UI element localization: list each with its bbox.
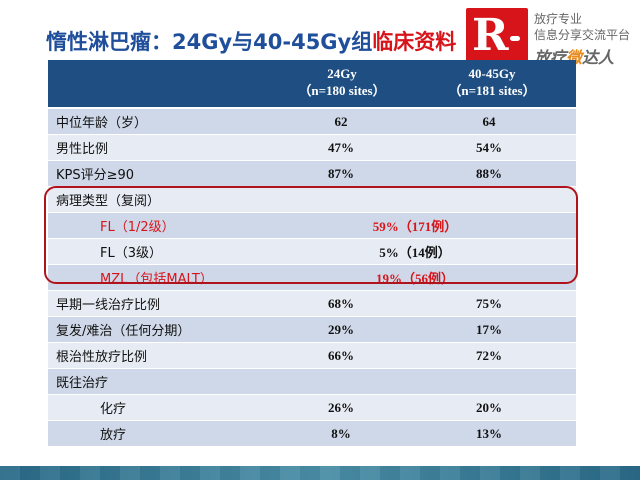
row-value-40-45gy: 64 [482, 113, 496, 129]
table-row: FL（3级） 5%（14例） [48, 239, 576, 264]
row-label: 根治性放疗比例 [56, 350, 148, 365]
row-value-40-45gy: 13% [476, 425, 502, 441]
row-value-24gy: 62 [334, 113, 348, 129]
logo-dot [510, 36, 520, 41]
row-label: 病理类型（复阅） [56, 194, 161, 209]
table-row: 复发/难治（任何分期） 29% 17% [48, 317, 576, 342]
row-value-24gy: 68% [328, 295, 354, 311]
row-value-40-45gy: 72% [476, 347, 502, 363]
table-row: KPS评分≥90 87% 88% [48, 161, 576, 186]
logo-letter: R [472, 10, 509, 61]
footer-texture [0, 466, 640, 480]
row-value-24gy: 29% [328, 321, 354, 337]
logo-tagline-1: 放疗专业 [534, 12, 583, 26]
table-row: 放疗 8% 13% [48, 421, 576, 446]
header-col-40-45gy-dose: 40-45Gy [468, 66, 516, 81]
row-value-40-45gy: 17% [476, 321, 502, 337]
pathology-highlight-box [44, 186, 578, 284]
row-label: 放疗 [100, 428, 127, 443]
row-value-merged: 59%（171例） [372, 219, 458, 234]
row-value-24gy: 87% [328, 165, 354, 181]
row-value-40-45gy: 88% [476, 165, 502, 181]
header-col-24gy-dose: 24Gy [327, 66, 357, 81]
row-label: 化疗 [100, 402, 127, 417]
title-highlight: 临床资料 [372, 30, 457, 54]
row-value-24gy: 47% [328, 139, 354, 155]
row-label: 复发/难治（任何分期） [56, 324, 191, 339]
logo-tagline-2: 信息分享交流平台 [534, 28, 631, 42]
row-label: 早期一线治疗比例 [56, 298, 161, 313]
row-label: 男性比例 [56, 142, 109, 157]
row-value-24gy: 26% [328, 399, 354, 415]
row-value-40-45gy: 20% [476, 399, 502, 415]
row-value-24gy: 66% [328, 347, 354, 363]
table-row: 早期一线治疗比例 68% 75% [48, 291, 576, 316]
row-label: KPS评分≥90 [56, 168, 135, 183]
row-value-merged: 5%（14例） [379, 245, 451, 260]
header-col-24gy-n: （n=180 sites） [298, 83, 386, 98]
logo-name-post: 达人 [582, 48, 615, 67]
header-col-24gy: 24Gy （n=180 sites） [262, 65, 422, 99]
row-label: 既往治疗 [56, 376, 109, 391]
row-value-40-45gy: 75% [476, 295, 502, 311]
slide-title: 惰性淋巴瘤：24Gy与40-45Gy组临床资料 [46, 26, 456, 56]
table-row: 病理类型（复阅） [48, 187, 576, 212]
row-label: 中位年龄（岁） [56, 116, 148, 131]
header-col-40-45gy-n: （n=181 sites） [448, 83, 536, 98]
table-row: 化疗 26% 20% [48, 395, 576, 420]
brand-logo: R 放疗专业 信息分享交流平台 放疗微达人 [466, 6, 636, 68]
table-row: 既往治疗 [48, 369, 576, 394]
table-header: 24Gy （n=180 sites） 40-45Gy （n=181 sites） [48, 60, 576, 107]
row-label: FL（1/2级） [100, 220, 175, 235]
title-main: 惰性淋巴瘤：24Gy与40-45Gy组 [46, 30, 373, 54]
table-row: FL（1/2级） 59%（171例） [48, 213, 576, 238]
table-row: 男性比例 47% 54% [48, 135, 576, 160]
header-col-40-45gy: 40-45Gy （n=181 sites） [412, 65, 572, 99]
table-row: 中位年龄（岁） 62 64 [48, 109, 576, 134]
row-value-40-45gy: 54% [476, 139, 502, 155]
table-row: 根治性放疗比例 66% 72% [48, 343, 576, 368]
row-value-24gy: 8% [331, 425, 351, 441]
footer-bar [0, 466, 640, 480]
logo-mark: R [466, 8, 528, 68]
row-label: FL（3级） [100, 246, 162, 261]
